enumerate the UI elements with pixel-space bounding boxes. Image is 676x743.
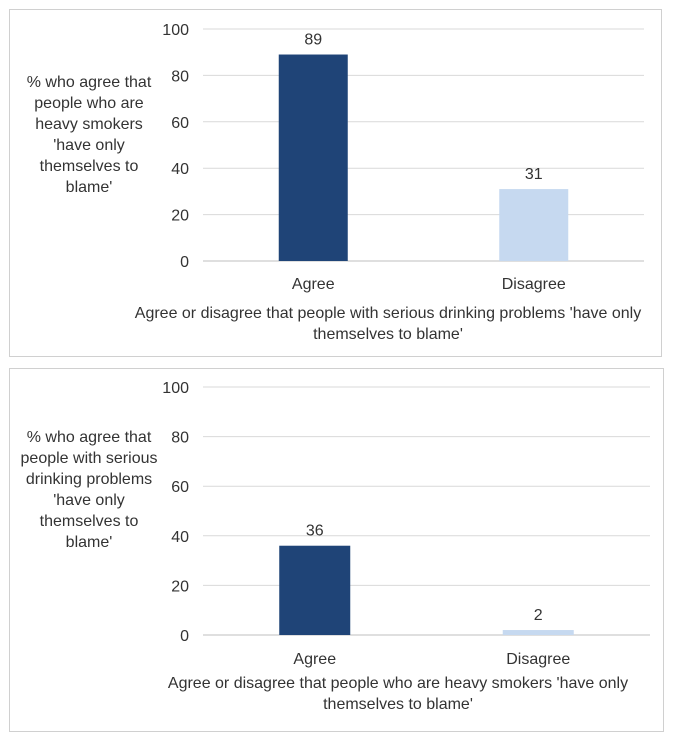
chart-2-y-tick-label: 0 (180, 628, 189, 645)
chart-2-category-label-agree: Agree (293, 651, 336, 668)
chart-2-y-axis-label: % who agree that people with serious dri… (20, 429, 158, 551)
chart-panel-1: 0 20 40 60 80 100 89 Agree 31 Disagree % who agre… (9, 9, 662, 357)
chart-1-y-tick-label: 100 (162, 22, 189, 39)
chart-2-category-label-disagree: Disagree (506, 651, 570, 668)
chart-1-data-label-disagree: 31 (525, 166, 543, 183)
chart-panel-2: 0 20 40 60 80 100 36 Agree 2 Disagree % who agree… (9, 368, 664, 732)
chart-2-data-label-agree: 36 (306, 523, 324, 540)
chart-2-y-tick-label: 80 (171, 430, 189, 447)
chart-2-y-tick-label: 100 (162, 380, 189, 397)
chart-1-y-tick-label: 20 (171, 208, 189, 225)
chart-1-category-label-disagree: Disagree (502, 276, 566, 293)
chart-2-y-tick-label: 20 (171, 578, 189, 595)
chart-2-plot: 0 20 40 60 80 100 36 Agree 2 Disagree (162, 380, 650, 668)
chart-2-x-axis-label: Agree or disagree that people who are he… (167, 675, 629, 713)
chart-1-category-label-agree: Agree (292, 276, 335, 293)
chart-2-y-tick-label: 40 (171, 529, 189, 546)
chart-2-y-tick-label: 60 (171, 479, 189, 496)
chart-1-y-tick-label: 40 (171, 161, 189, 178)
chart-1-y-tick-label: 0 (180, 254, 189, 271)
chart-1-y-axis-label: % who agree that people who are heavy sm… (26, 74, 152, 196)
chart-1-x-axis-label: Agree or disagree that people with serio… (134, 305, 642, 343)
chart-1-y-tick-label: 60 (171, 115, 189, 132)
chart-1-data-label-agree: 89 (304, 32, 322, 49)
chart-1-y-tick-label: 80 (171, 68, 189, 85)
chart-1-plot: 0 20 40 60 80 100 89 Agree 31 Disagree (162, 22, 644, 293)
chart-2-bar-disagree (502, 630, 574, 635)
chart-1-bar-agree (278, 54, 348, 261)
chart-1-bar-disagree (499, 189, 569, 261)
chart-2-data-label-disagree: 2 (534, 607, 543, 624)
chart-2-bar-agree (279, 545, 351, 635)
